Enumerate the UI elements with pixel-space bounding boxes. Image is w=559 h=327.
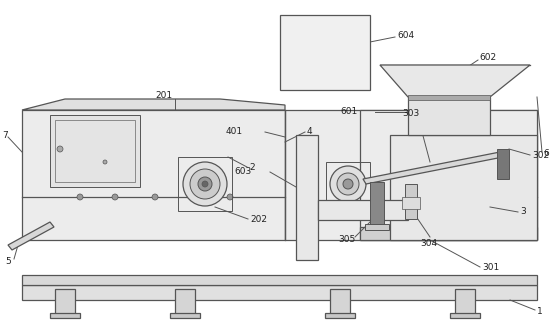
Bar (390, 135, 537, 240)
Bar (325, 313, 355, 318)
Bar (408, 95, 490, 100)
Text: 604: 604 (397, 31, 414, 41)
Text: 601: 601 (341, 108, 358, 116)
Circle shape (343, 179, 353, 189)
Bar (360, 110, 537, 240)
Polygon shape (22, 99, 285, 110)
Bar (55, 289, 75, 315)
Text: 1: 1 (537, 306, 543, 316)
Circle shape (190, 169, 220, 199)
Bar (365, 224, 389, 230)
Text: 305: 305 (338, 235, 356, 245)
Bar (326, 162, 370, 206)
Bar (285, 110, 537, 240)
Bar (175, 289, 195, 315)
Circle shape (330, 166, 366, 202)
Bar (170, 313, 200, 318)
Circle shape (337, 173, 359, 195)
Bar (408, 97, 490, 135)
Circle shape (152, 194, 158, 200)
Bar (296, 135, 318, 260)
Bar (22, 110, 285, 240)
Bar (330, 289, 350, 315)
Bar (455, 289, 475, 315)
Bar (178, 157, 232, 211)
Text: 303: 303 (402, 110, 419, 118)
Circle shape (112, 194, 118, 200)
Text: 3: 3 (520, 208, 526, 216)
Polygon shape (8, 222, 54, 250)
Text: 202: 202 (250, 215, 267, 225)
Circle shape (198, 177, 212, 191)
Bar (22, 275, 537, 285)
Text: 401: 401 (226, 127, 243, 135)
Circle shape (103, 160, 107, 164)
Circle shape (57, 146, 63, 152)
Circle shape (202, 181, 208, 187)
Text: 5: 5 (5, 257, 11, 267)
Bar (22, 285, 537, 300)
Bar (360, 227, 537, 240)
Bar (318, 200, 408, 220)
Bar (497, 149, 509, 179)
Circle shape (183, 162, 227, 206)
Circle shape (77, 194, 83, 200)
Text: 603: 603 (235, 166, 252, 176)
Bar (405, 184, 417, 219)
Bar (50, 313, 80, 318)
Bar (402, 197, 420, 209)
Polygon shape (363, 152, 503, 184)
Text: 301: 301 (482, 264, 499, 272)
Bar (450, 313, 480, 318)
Text: 6: 6 (543, 149, 549, 159)
Bar (370, 182, 384, 227)
Bar (50, 115, 140, 187)
Bar (55, 120, 135, 182)
Text: 2: 2 (249, 163, 255, 171)
Text: 7: 7 (2, 130, 8, 140)
Polygon shape (380, 65, 530, 97)
Bar (280, 15, 370, 90)
Circle shape (227, 194, 233, 200)
Text: 304: 304 (420, 238, 437, 248)
Text: 201: 201 (155, 91, 172, 99)
Text: 602: 602 (479, 54, 496, 62)
Text: 302: 302 (532, 151, 549, 161)
Text: 4: 4 (307, 127, 312, 135)
Circle shape (192, 194, 198, 200)
